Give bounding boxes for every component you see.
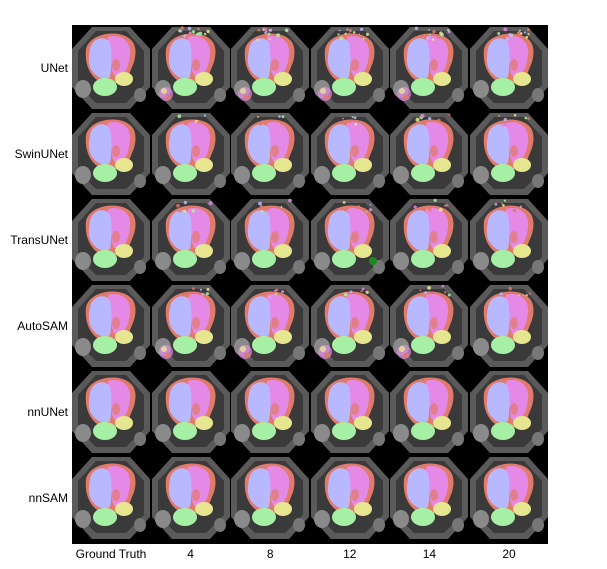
segmentation-cell-nnsam-1: [151, 455, 230, 540]
segmentation-cell-swinunet-1: [151, 111, 230, 196]
segmentation-cell-nnsam-4: [390, 455, 469, 540]
segmentation-cell-nnsam-2: [231, 455, 310, 540]
segmentation-cell-transunet-5: [470, 197, 548, 282]
row-label-nnsam: nnSAM: [28, 490, 68, 505]
segmentation-cell-swinunet-3: [310, 111, 389, 196]
segmentation-cell-unet-3: [310, 25, 389, 110]
column-label-2: 8: [266, 547, 274, 561]
segmentation-cell-nnsam-0: [72, 455, 150, 540]
column-label-3: 12: [343, 547, 357, 561]
segmentation-cell-swinunet-0: [72, 111, 150, 196]
row-label-autosam: AutoSAM: [17, 318, 68, 333]
segmentation-cell-nnunet-2: [231, 369, 310, 454]
segmentation-cell-transunet-2: [231, 197, 310, 282]
column-label-4: 14: [422, 547, 437, 561]
row-label-transunet: TransUNet: [10, 232, 68, 247]
column-label-0: Ground Truth: [75, 547, 147, 561]
row-label-nnunet: nnUNet: [27, 404, 68, 419]
segmentation-cell-unet-0: [72, 25, 150, 110]
segmentation-cell-swinunet-2: [231, 111, 310, 196]
segmentation-cell-autosam-3: [310, 283, 389, 368]
segmentation-cell-nnunet-5: [470, 369, 548, 454]
row-label-unet: UNet: [40, 60, 68, 75]
segmentation-cell-nnunet-1: [151, 369, 230, 454]
segmentation-cell-autosam-1: [151, 283, 230, 368]
segmentation-cell-unet-1: [151, 25, 230, 110]
column-label-1: 4: [187, 547, 194, 561]
segmentation-cell-nnunet-3: [310, 369, 389, 454]
segmentation-cell-transunet-4: [390, 197, 469, 282]
segmentation-cell-unet-5: [470, 25, 548, 110]
segmentation-cell-transunet-0: [72, 197, 150, 282]
segmentation-cell-autosam-5: [470, 283, 548, 368]
segmentation-cell-swinunet-5: [470, 111, 548, 196]
segmentation-grid: [72, 25, 548, 544]
segmentation-cell-unet-4: [390, 25, 469, 110]
segmentation-cell-transunet-1: [151, 197, 230, 282]
segmentation-cell-swinunet-4: [390, 111, 469, 196]
column-label-5: 20: [502, 547, 516, 561]
segmentation-cell-nnsam-3: [310, 455, 389, 540]
segmentation-cell-nnsam-5: [470, 455, 548, 540]
row-label-swinunet: SwinUNet: [14, 146, 68, 161]
segmentation-cell-nnunet-4: [390, 369, 469, 454]
segmentation-cell-autosam-2: [231, 283, 310, 368]
segmentation-cell-transunet-3: [310, 197, 389, 282]
segmentation-cell-autosam-4: [390, 283, 469, 368]
segmentation-cell-nnunet-0: [72, 369, 150, 454]
segmentation-cell-autosam-0: [72, 283, 150, 368]
segmentation-cell-unet-2: [231, 25, 310, 110]
